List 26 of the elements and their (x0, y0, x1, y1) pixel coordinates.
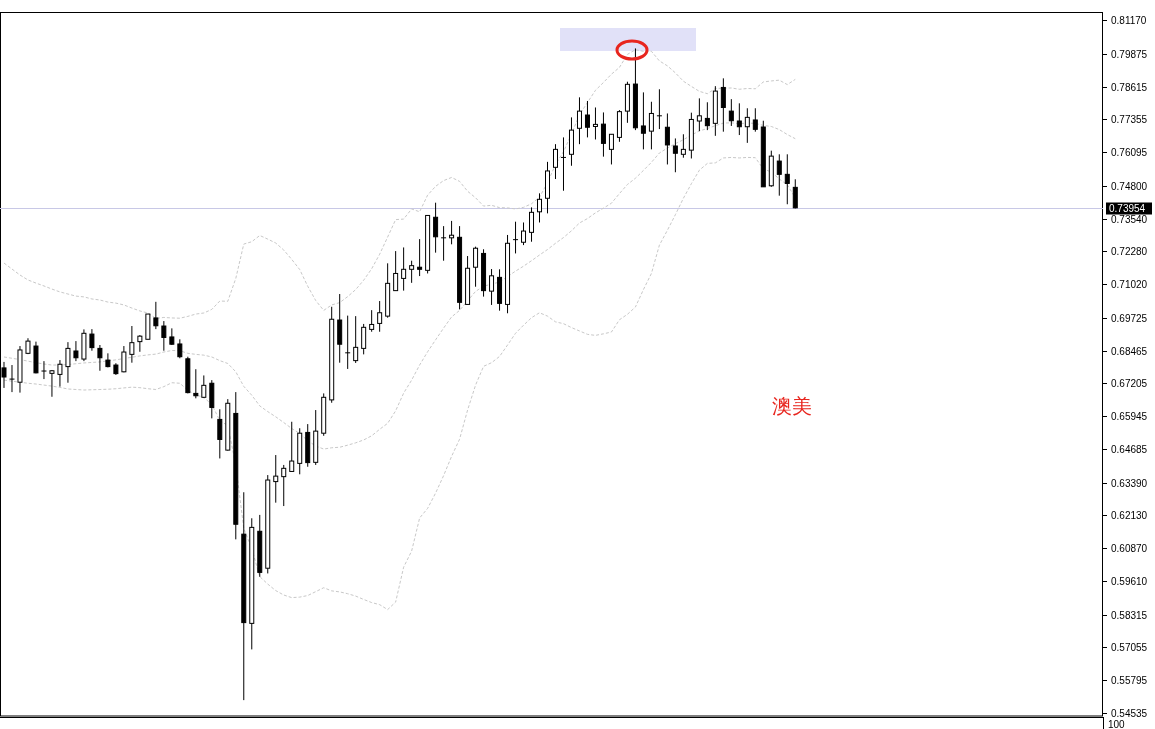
ytick-label: 0.57055 (1111, 642, 1148, 653)
ytick-label: 0.72280 (1111, 246, 1148, 257)
ytick-label: 0.77355 (1111, 114, 1148, 125)
ytick-label: 0.74800 (1111, 181, 1148, 192)
ytick-label: 0.81170 (1111, 15, 1147, 26)
ytick-label: 0.63390 (1111, 478, 1148, 489)
ytick-label: 0.60870 (1111, 543, 1148, 554)
ytick-label: 0.76095 (1111, 147, 1148, 158)
ytick-label: 0.68465 (1111, 346, 1148, 357)
ytick-label: 0.64685 (1111, 444, 1148, 455)
ytick-label: 0.55795 (1111, 675, 1148, 686)
ytick-label: 0.78615 (1111, 82, 1148, 93)
ytick-label: 0.69725 (1111, 313, 1148, 324)
ytick-label: 0.62130 (1111, 510, 1148, 521)
ytick-label: 0.79875 (1111, 49, 1148, 60)
ytick-label: 0.54535 (1111, 708, 1148, 717)
annotation: 100 (1108, 718, 1125, 729)
ytick-label: 0.71020 (1111, 279, 1148, 290)
ytick-label: 0.59610 (1111, 576, 1148, 587)
ref-line-label: 0.73954 (1106, 202, 1152, 215)
ytick-label: 0.67205 (1111, 378, 1148, 389)
ytick-label: 0.65945 (1111, 411, 1148, 422)
annotation: 澳美 (772, 395, 812, 417)
ref-line-label: 0.73954 (1109, 203, 1146, 214)
ytick-label: 0.73540 (1111, 214, 1148, 225)
ytick-label: 0.58315 (1111, 610, 1148, 621)
